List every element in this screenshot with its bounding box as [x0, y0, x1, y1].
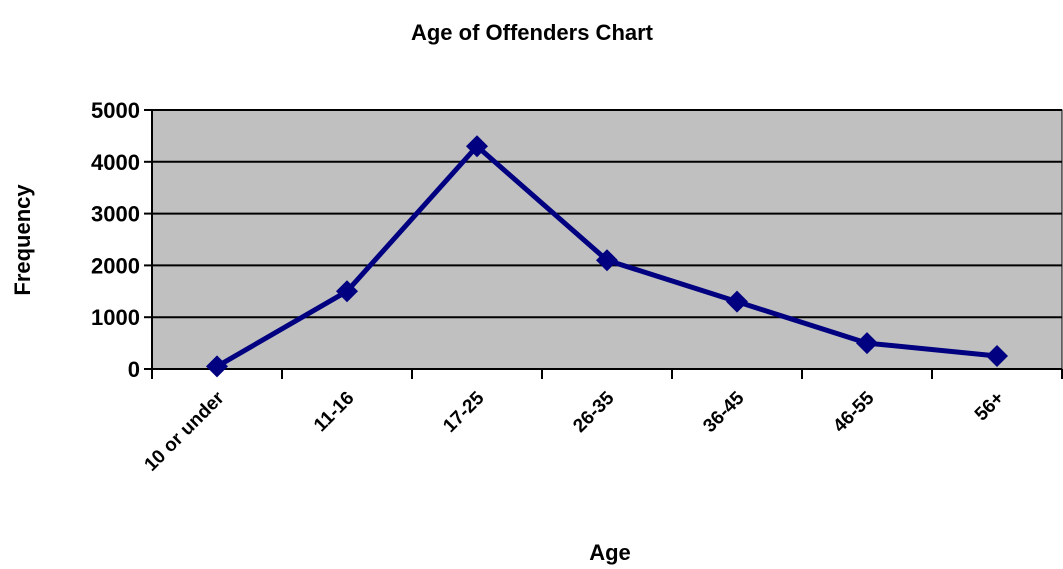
x-tick-label: 17-25: [439, 387, 489, 437]
y-tick-label: 4000: [91, 150, 140, 175]
marker: [986, 345, 1008, 368]
x-tick-label: 26-35: [569, 387, 619, 437]
marker: [856, 332, 878, 355]
y-tick-label: 5000: [91, 98, 140, 123]
x-tick-label: 56+: [971, 388, 1009, 426]
x-tick-label: 10 or under: [141, 387, 229, 475]
x-tick-label: 11-16: [310, 388, 358, 436]
x-axis-title: Age: [589, 540, 631, 565]
x-tick-label: 36-45: [699, 387, 749, 437]
marker: [726, 290, 748, 313]
x-tick-label: 46-55: [829, 387, 879, 437]
marker: [206, 355, 228, 378]
y-tick-label: 1000: [91, 305, 140, 330]
chart-title: Age of Offenders Chart: [411, 20, 654, 45]
y-tick-label: 3000: [91, 202, 140, 227]
marker: [336, 280, 358, 303]
y-tick-label: 2000: [91, 253, 140, 278]
marker: [466, 135, 488, 158]
y-axis-title: Frequency: [10, 184, 35, 296]
y-tick-label: 0: [128, 357, 140, 382]
plot-area: [151, 109, 1063, 370]
marker: [596, 249, 618, 272]
